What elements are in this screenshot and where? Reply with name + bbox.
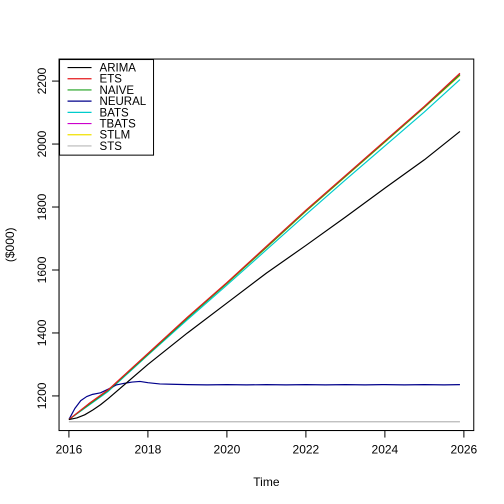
y-tick-label: 1600 xyxy=(35,256,49,283)
series-line-ets xyxy=(68,72,461,421)
series-line-arima xyxy=(68,130,461,421)
legend-label: ETS xyxy=(100,74,123,86)
x-tick-label: 2024 xyxy=(372,443,399,457)
legend-label: STLM xyxy=(100,130,131,142)
legend-box xyxy=(59,59,155,156)
legend-label: BATS xyxy=(100,107,130,119)
y-axis: 1200 1400 1600 1800 2000 2200 xyxy=(35,67,60,409)
x-tick-label: 2016 xyxy=(56,443,83,457)
y-tick-label: 1400 xyxy=(35,319,49,346)
legend-label: TBATS xyxy=(100,119,137,131)
legend-label: NAIVE xyxy=(100,85,135,97)
y-tick-label: 1200 xyxy=(35,382,49,409)
series-line-bats xyxy=(68,79,461,421)
legend-label: STS xyxy=(100,141,123,153)
y-tick-label: 1800 xyxy=(35,193,49,220)
y-tick-label: 2200 xyxy=(35,67,49,94)
x-axis: 2016 2018 2020 2022 2024 2026 xyxy=(56,430,478,457)
x-tick-label: 2018 xyxy=(135,443,162,457)
legend-label: NEURAL xyxy=(100,96,147,108)
x-tick-label: 2022 xyxy=(293,443,320,457)
y-axis-label: ($000) xyxy=(3,227,17,262)
legend-label: ARIMA xyxy=(100,63,137,75)
series-line-neural xyxy=(68,380,460,420)
x-axis-label: Time xyxy=(253,475,280,489)
x-tick-label: 2020 xyxy=(214,443,241,457)
x-tick-label: 2026 xyxy=(451,443,478,457)
y-tick-label: 2000 xyxy=(35,130,49,157)
series-lines xyxy=(68,72,461,423)
